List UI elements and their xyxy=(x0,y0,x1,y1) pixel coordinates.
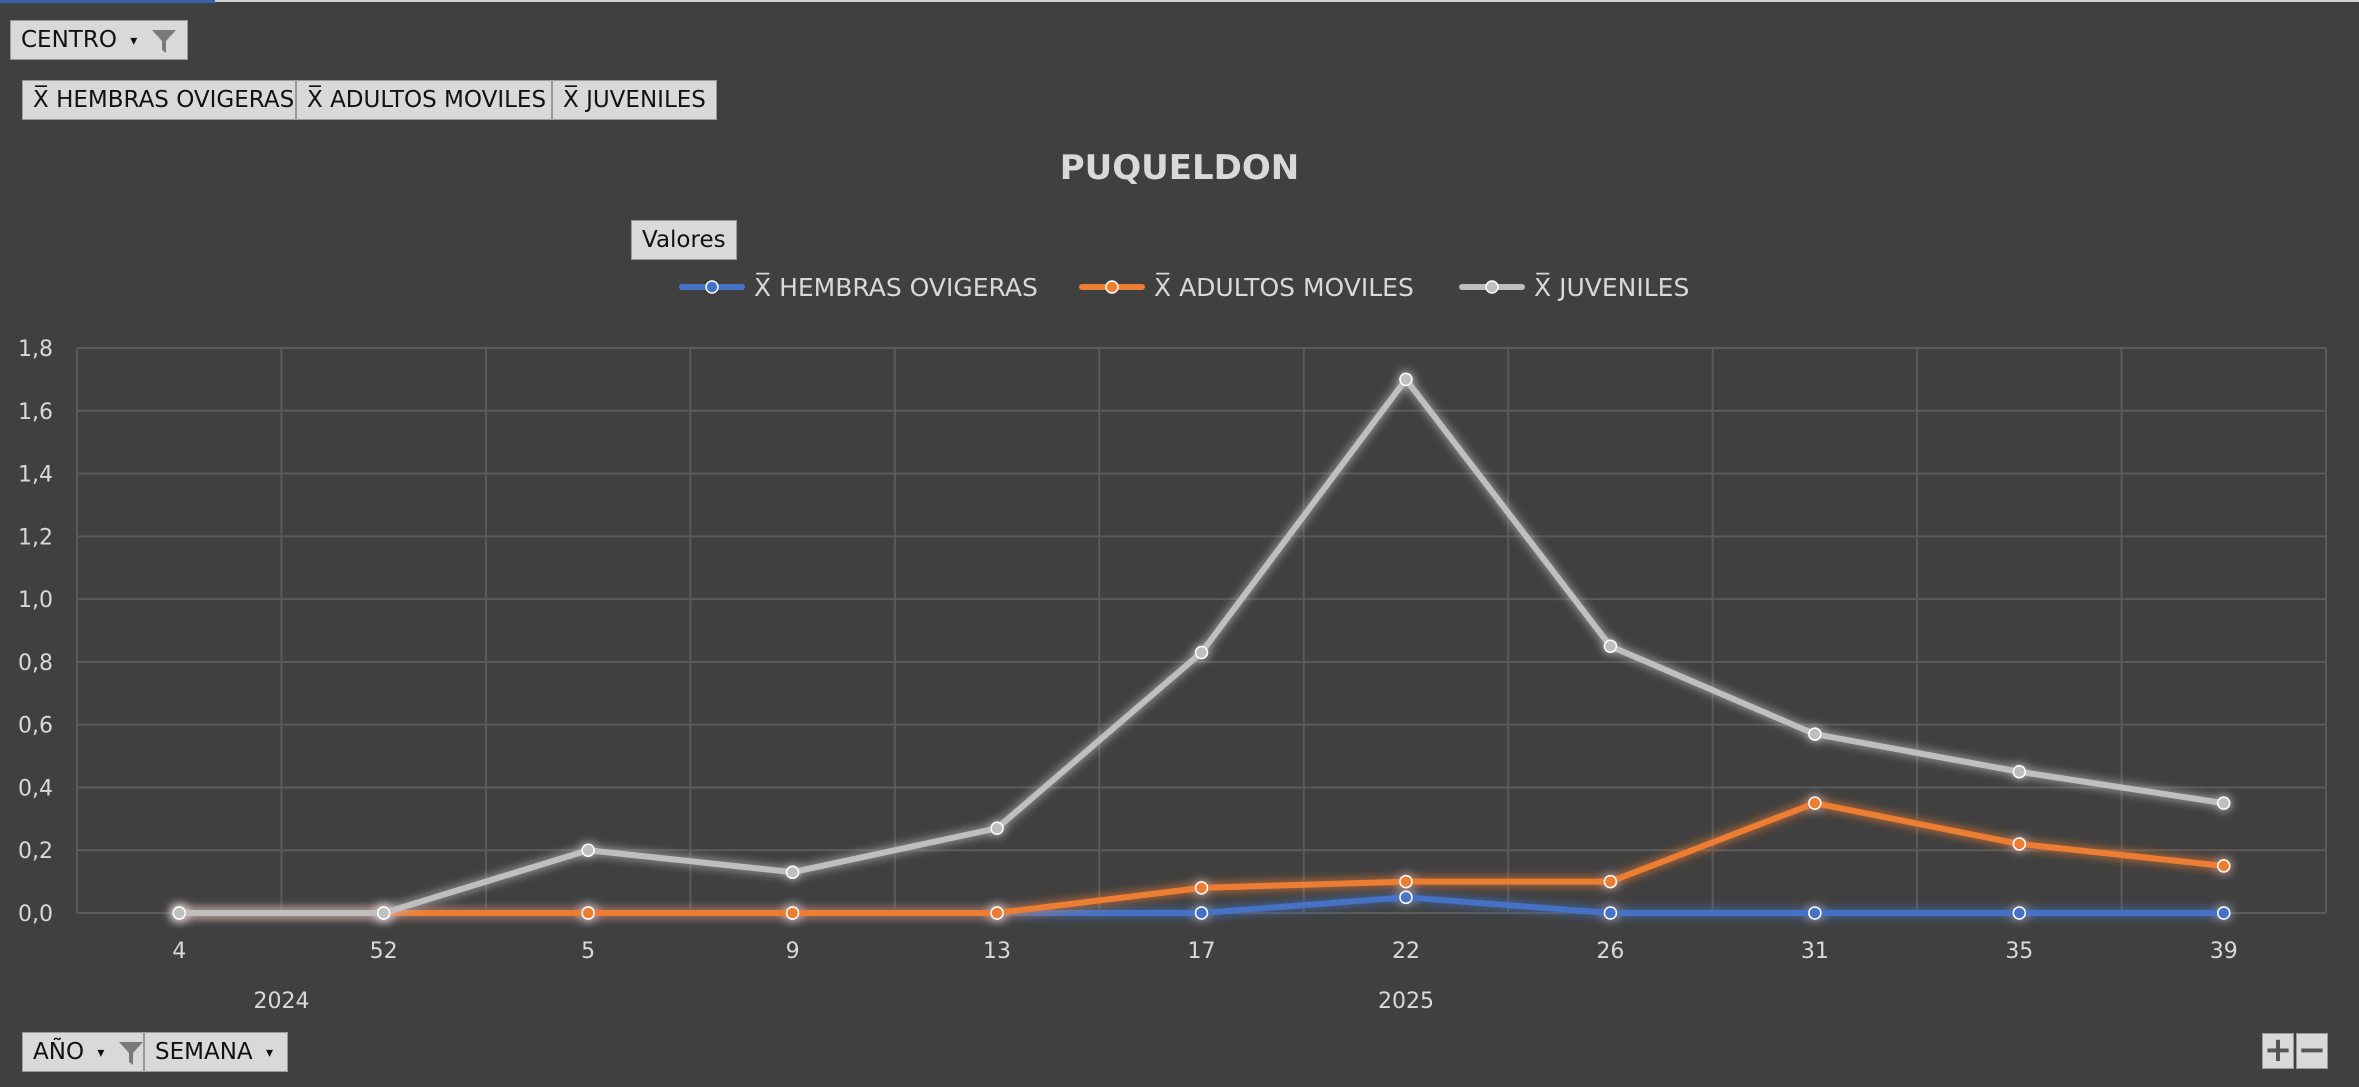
x-tick-label: 22 xyxy=(1392,939,1420,964)
data-point xyxy=(1194,881,1209,895)
legend-marker xyxy=(705,280,719,294)
data-point xyxy=(2012,906,2027,920)
filter-icon xyxy=(118,1041,143,1065)
y-tick-label: 0,6 xyxy=(18,714,53,739)
field-button-adultos-label: X̅ ADULTOS MOVILES xyxy=(307,87,547,113)
dropdown-arrow-icon: ▾ xyxy=(265,1044,273,1061)
field-button-adultos[interactable]: X̅ ADULTOS MOVILES xyxy=(296,80,552,120)
centro-filter-button[interactable]: CENTRO ▾ xyxy=(10,20,188,60)
x-tick-label: 9 xyxy=(786,939,800,964)
x-tick-label: 4 xyxy=(172,939,186,964)
data-point xyxy=(1603,906,1618,920)
y-tick-label: 0,8 xyxy=(18,651,53,676)
data-point xyxy=(2217,906,2231,920)
data-point xyxy=(1808,906,1822,920)
y-axis: 0,0 0,2 0,4 0,6 0,8 1,0 1,2 1,4 1,6 1,8 xyxy=(18,337,53,927)
chart-legend: X̅ HEMBRAS OVIGERAS X̅ ADULTOS MOVILES X̅ … xyxy=(679,272,1689,302)
chart-title: PUQUELDON xyxy=(1059,148,1300,188)
x-tick-label: 17 xyxy=(1188,939,1216,964)
field-button-juveniles-label: X̅ JUVENILES xyxy=(563,87,706,113)
y-tick-label: 1,6 xyxy=(18,400,53,425)
valores-field-button[interactable]: Valores xyxy=(631,220,737,260)
field-button-juveniles[interactable]: X̅ JUVENILES xyxy=(552,80,717,120)
x-tick-label: 39 xyxy=(2210,939,2238,964)
x-tick-label: 35 xyxy=(2005,939,2033,964)
legend-marker xyxy=(1485,280,1499,294)
x-tick-label: 26 xyxy=(1596,939,1624,964)
legend-label: X̅ ADULTOS MOVILES xyxy=(1154,272,1414,302)
data-point xyxy=(785,865,800,879)
chart-gridlines xyxy=(76,347,2327,914)
y-tick-label: 1,2 xyxy=(18,525,53,550)
data-point xyxy=(990,821,1004,835)
data-point xyxy=(990,906,1004,920)
plus-icon: + xyxy=(2263,1030,2293,1070)
dropdown-arrow-icon: ▾ xyxy=(97,1044,105,1061)
data-point xyxy=(1603,639,1618,653)
y-tick-label: 1,0 xyxy=(18,588,53,613)
y-tick-label: 0,2 xyxy=(18,839,53,864)
semana-filter-label: SEMANA xyxy=(155,1039,253,1065)
field-button-hembras[interactable]: X̅ HEMBRAS OVIGERAS xyxy=(22,80,296,120)
data-point xyxy=(581,906,595,920)
ano-filter-label: AÑO xyxy=(33,1039,85,1065)
valores-label: Valores xyxy=(642,227,726,253)
data-point xyxy=(1399,372,1413,387)
data-point xyxy=(1808,796,1822,810)
data-point xyxy=(1399,890,1413,905)
data-point xyxy=(581,843,595,857)
year-axis: 2024 2025 xyxy=(253,989,1434,1014)
legend-marker xyxy=(1105,280,1119,294)
data-point xyxy=(2217,796,2231,810)
series-group xyxy=(172,372,2231,920)
window-top-border xyxy=(0,0,2359,2)
data-point xyxy=(1808,727,1822,741)
y-tick-label: 0,0 xyxy=(18,902,53,927)
data-point xyxy=(1194,645,1209,660)
data-point xyxy=(1399,874,1413,889)
x-tick-label: 31 xyxy=(1801,939,1829,964)
year-label: 2025 xyxy=(1378,989,1434,1014)
expand-field-button[interactable]: + xyxy=(2262,1033,2294,1069)
data-point xyxy=(2217,859,2231,873)
selection-accent xyxy=(0,0,215,3)
dropdown-arrow-icon: ▾ xyxy=(130,32,138,49)
collapse-field-button[interactable]: − xyxy=(2296,1033,2328,1069)
year-label: 2024 xyxy=(253,989,309,1014)
y-tick-label: 0,4 xyxy=(18,776,53,801)
x-tick-label: 13 xyxy=(983,939,1011,964)
semana-filter-button[interactable]: SEMANA ▾ xyxy=(144,1032,288,1072)
ano-filter-button[interactable]: AÑO ▾ xyxy=(22,1032,144,1072)
chart-series xyxy=(172,372,2231,920)
data-point xyxy=(2012,837,2027,851)
y-tick-label: 1,4 xyxy=(18,463,53,488)
x-tick-label: 52 xyxy=(370,939,398,964)
minus-icon: − xyxy=(2297,1030,2327,1070)
data-point xyxy=(2012,765,2027,779)
data-point xyxy=(172,906,186,920)
x-axis: 4 52 5 9 13 17 22 26 31 35 39 xyxy=(172,939,2238,964)
field-button-hembras-label: X̅ HEMBRAS OVIGERAS xyxy=(33,87,295,113)
data-point xyxy=(1603,874,1618,889)
centro-filter-label: CENTRO xyxy=(21,27,117,53)
y-tick-label: 1,8 xyxy=(18,337,53,362)
legend-label: X̅ HEMBRAS OVIGERAS xyxy=(754,272,1038,302)
x-tick-label: 5 xyxy=(581,939,595,964)
series-group xyxy=(172,796,2231,920)
data-point xyxy=(1194,906,1209,920)
data-point xyxy=(376,906,391,920)
filter-icon xyxy=(151,29,176,53)
data-point xyxy=(785,906,800,920)
legend-label: X̅ JUVENILES xyxy=(1534,272,1689,302)
